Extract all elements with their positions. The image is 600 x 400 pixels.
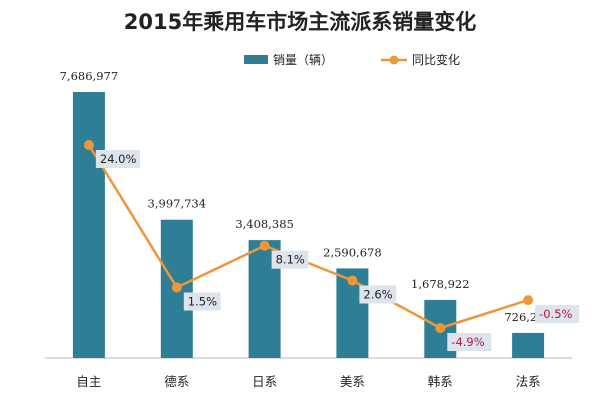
category-label-0: 自主: [76, 374, 101, 389]
line-point-2: [259, 240, 270, 251]
line-point-0: [83, 140, 94, 150]
bar-5: [512, 332, 545, 358]
pct-label-2: 8.1%: [276, 253, 305, 267]
chart-title: 2015年乘用车市场主流派系销量变化: [124, 10, 476, 34]
pct-label-box-5: [535, 305, 580, 324]
pct-label-box-0: [95, 150, 140, 168]
pct-label-box-3: [359, 285, 397, 304]
category-label-3: 美系: [340, 374, 365, 389]
line-point-3: [347, 275, 358, 286]
line-point-1: [171, 282, 182, 293]
yoy-change-points: [83, 140, 534, 333]
bar-value-label-4: 1,678,922: [411, 277, 470, 291]
line-point-4: [435, 323, 446, 333]
category-label-1: 德系: [164, 374, 189, 389]
bar-0: [72, 92, 105, 358]
category-labels: 自主 德系 日系 美系 韩系 法系: [76, 374, 540, 389]
bar-value-label-2: 3,408,385: [235, 217, 294, 231]
pct-label-4: -4.9%: [451, 335, 484, 349]
legend-line-marker: [389, 55, 399, 65]
legend: 销量（辆） 同比变化: [244, 52, 460, 67]
pct-label-5: -0.5%: [539, 307, 572, 321]
bar-value-label-3: 2,590,678: [323, 245, 382, 259]
category-label-2: 日系: [252, 374, 277, 389]
pct-label-0: 24.0%: [100, 152, 137, 166]
line-point-5: [523, 295, 534, 306]
bar-value-label-1: 3,997,734: [148, 197, 207, 211]
pct-label-box-2: [271, 250, 309, 269]
legend-line-label: 同比变化: [412, 52, 460, 67]
legend-bar-swatch: [244, 55, 268, 64]
bar-value-labels: 7,686,977 3,997,734 3,408,385 2,590,678 1,67…: [60, 69, 552, 324]
pct-label-1: 1.5%: [188, 295, 217, 309]
category-label-5: 法系: [516, 374, 541, 389]
pct-label-box-4: [447, 333, 492, 351]
bar-value-label-0: 7,686,977: [60, 69, 119, 83]
yoy-change-labels: 24.0% 1.5% 8.1% 2.6% -4.9% -0.5%: [95, 150, 580, 351]
yoy-change-line: [87, 144, 529, 330]
pct-label-box-1: [183, 292, 221, 311]
category-label-4: 韩系: [428, 374, 453, 389]
legend-bar-label: 销量（辆）: [273, 53, 333, 67]
pct-label-3: 2.6%: [363, 288, 392, 302]
